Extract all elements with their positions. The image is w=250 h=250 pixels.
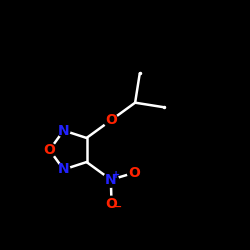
Text: O: O bbox=[128, 166, 140, 180]
Text: N: N bbox=[58, 162, 70, 176]
Circle shape bbox=[42, 143, 56, 157]
Text: O: O bbox=[105, 113, 117, 127]
Circle shape bbox=[104, 196, 120, 212]
Text: N: N bbox=[105, 173, 117, 187]
Text: −: − bbox=[113, 202, 122, 212]
Circle shape bbox=[58, 124, 70, 137]
Circle shape bbox=[104, 113, 118, 127]
Circle shape bbox=[103, 172, 118, 187]
Text: O: O bbox=[106, 197, 118, 211]
Circle shape bbox=[128, 166, 141, 180]
Text: O: O bbox=[44, 143, 56, 157]
Text: +: + bbox=[112, 170, 120, 180]
Text: N: N bbox=[58, 124, 70, 138]
Circle shape bbox=[58, 163, 70, 176]
